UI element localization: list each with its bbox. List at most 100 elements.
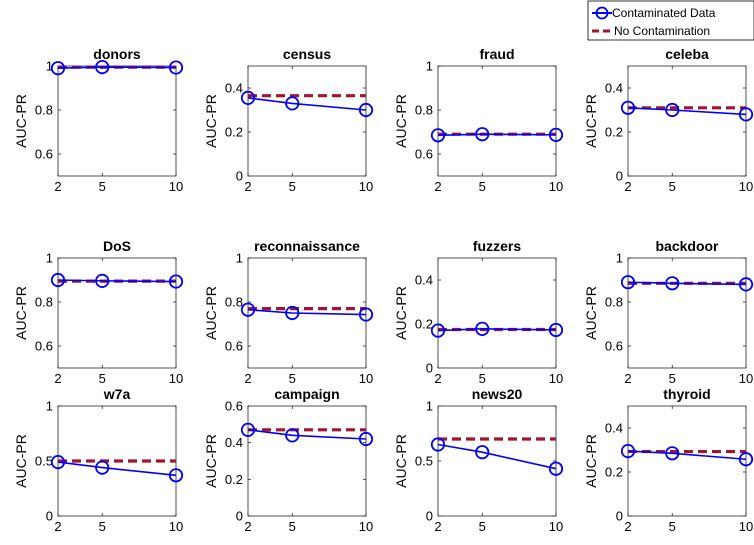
y-tick-label: 0 xyxy=(426,361,433,376)
data-point-contaminated xyxy=(240,422,256,437)
y-tick-label: 0.8 xyxy=(35,295,53,310)
y-tick-label: 1 xyxy=(46,399,53,414)
y-tick-label: 0.6 xyxy=(225,399,243,414)
data-point-contaminated xyxy=(240,302,256,317)
x-tick-label: 2 xyxy=(434,519,441,534)
series-line-contaminated xyxy=(437,328,557,332)
plot-area xyxy=(57,65,177,177)
subplot-fuzzers: fuzzers AUC-PR 2 5 10 0 0.2 0.4 xyxy=(393,238,563,386)
data-point-contaminated xyxy=(738,452,754,467)
series-line-contaminated xyxy=(247,429,367,440)
y-tick-label: 0 xyxy=(46,509,53,524)
series-line-contaminated xyxy=(437,133,557,137)
plot-area xyxy=(627,257,747,369)
x-tick-label: 5 xyxy=(669,371,676,386)
series-line-contaminated xyxy=(437,443,557,470)
x-tick-label: 2 xyxy=(624,519,631,534)
subplot-campaign: campaign AUC-PR 2 5 10 0 0.2 0.4 0.6 xyxy=(203,386,373,534)
data-point-contaminated xyxy=(358,307,374,322)
y-tick-label: 0.4 xyxy=(605,81,623,96)
data-point-contaminated xyxy=(168,274,184,289)
y-tick-label: 0 xyxy=(426,509,433,524)
subplot-title: fuzzers xyxy=(473,238,521,254)
data-point-contaminated xyxy=(548,322,564,338)
x-tick-label: 10 xyxy=(739,371,753,386)
data-point-contaminated xyxy=(548,127,564,142)
data-point-contaminated xyxy=(285,428,300,443)
subplot-title: reconnaissance xyxy=(254,238,360,254)
y-tick-label: 1 xyxy=(426,399,433,414)
data-point-contaminated xyxy=(168,60,184,75)
y-axis-label: AUC-PR xyxy=(393,94,409,148)
plot-area xyxy=(57,257,177,369)
subplot-fraud: fraud AUC-PR 2 5 10 0.6 0.8 1 xyxy=(393,46,563,194)
y-axis-label: AUC-PR xyxy=(203,94,219,148)
data-point-contaminated xyxy=(738,277,754,292)
subplot-title: campaign xyxy=(274,386,339,402)
plot-area xyxy=(437,405,557,517)
y-tick-label: 0 xyxy=(616,169,623,184)
y-tick-label: 0.6 xyxy=(415,147,433,162)
x-tick-label: 5 xyxy=(479,371,486,386)
legend-label-no-contamination: No Contamination xyxy=(614,24,710,38)
data-point-contaminated xyxy=(430,323,446,338)
y-tick-label: 0.2 xyxy=(415,317,433,332)
series-line-contaminated xyxy=(627,281,747,286)
x-tick-label: 5 xyxy=(669,519,676,534)
x-tick-label: 10 xyxy=(359,179,373,194)
plot-area xyxy=(247,65,367,177)
data-point-contaminated xyxy=(475,445,490,460)
data-point-contaminated xyxy=(665,276,680,291)
y-tick-label: 0.4 xyxy=(605,421,623,436)
x-tick-label: 5 xyxy=(99,371,106,386)
y-tick-label: 0.2 xyxy=(225,472,243,487)
y-tick-label: 0.6 xyxy=(605,339,623,354)
series-line-contaminated xyxy=(57,66,177,69)
x-tick-label: 10 xyxy=(359,519,373,534)
x-tick-label: 5 xyxy=(669,179,676,194)
y-axis-label: AUC-PR xyxy=(583,286,599,340)
legend-marker-contaminated xyxy=(595,6,609,20)
y-tick-label: 1 xyxy=(426,59,433,74)
data-point-contaminated xyxy=(285,305,300,321)
y-axis-label: AUC-PR xyxy=(393,286,409,340)
data-point-contaminated xyxy=(548,461,564,476)
subplot-DoS: DoS AUC-PR 2 5 10 0.6 0.8 1 xyxy=(13,238,183,386)
x-tick-label: 2 xyxy=(434,371,441,386)
data-point-contaminated xyxy=(358,431,374,447)
y-axis-label: AUC-PR xyxy=(13,94,29,148)
subplot-title: thyroid xyxy=(663,386,710,402)
legend: Contaminated Data No Contamination xyxy=(587,0,754,41)
y-tick-label: 1 xyxy=(46,251,53,266)
subplot-w7a: w7a AUC-PR 2 5 10 0 0.5 1 xyxy=(13,386,183,534)
y-tick-label: 0.8 xyxy=(605,295,623,310)
subplot-title: backdoor xyxy=(655,238,719,254)
subplot-backdoor: backdoor AUC-PR 2 5 10 0.6 0.8 1 xyxy=(583,238,753,386)
y-tick-label: 0.8 xyxy=(415,103,433,118)
subplot-census: census AUC-PR 2 5 10 0 0.2 0.4 xyxy=(203,46,373,194)
subplot-title: w7a xyxy=(103,386,131,402)
x-tick-label: 2 xyxy=(244,519,251,534)
subplot-title: celeba xyxy=(665,46,709,62)
subplot-title: census xyxy=(283,46,331,62)
subplot-reconnaissance: reconnaissance AUC-PR 2 5 10 0.6 0.8 1 xyxy=(203,238,373,386)
x-tick-label: 10 xyxy=(739,519,753,534)
plot-area xyxy=(627,65,747,177)
data-point-contaminated xyxy=(620,100,636,115)
legend-label-contaminated: Contaminated Data xyxy=(612,6,716,20)
data-point-contaminated xyxy=(95,59,110,75)
data-point-contaminated xyxy=(240,90,256,106)
subplot-title: news20 xyxy=(472,386,523,402)
subplot-celeba: celeba AUC-PR 2 5 10 0 0.2 0.4 xyxy=(583,46,753,194)
x-tick-label: 5 xyxy=(289,179,296,194)
y-tick-label: 0 xyxy=(616,509,623,524)
legend-box xyxy=(587,0,754,41)
x-tick-label: 5 xyxy=(479,179,486,194)
data-point-contaminated xyxy=(95,273,110,288)
series-line-contaminated xyxy=(627,450,747,461)
data-point-contaminated xyxy=(738,107,754,122)
x-tick-label: 5 xyxy=(289,371,296,386)
data-point-contaminated xyxy=(95,460,110,475)
data-point-contaminated xyxy=(358,102,374,118)
